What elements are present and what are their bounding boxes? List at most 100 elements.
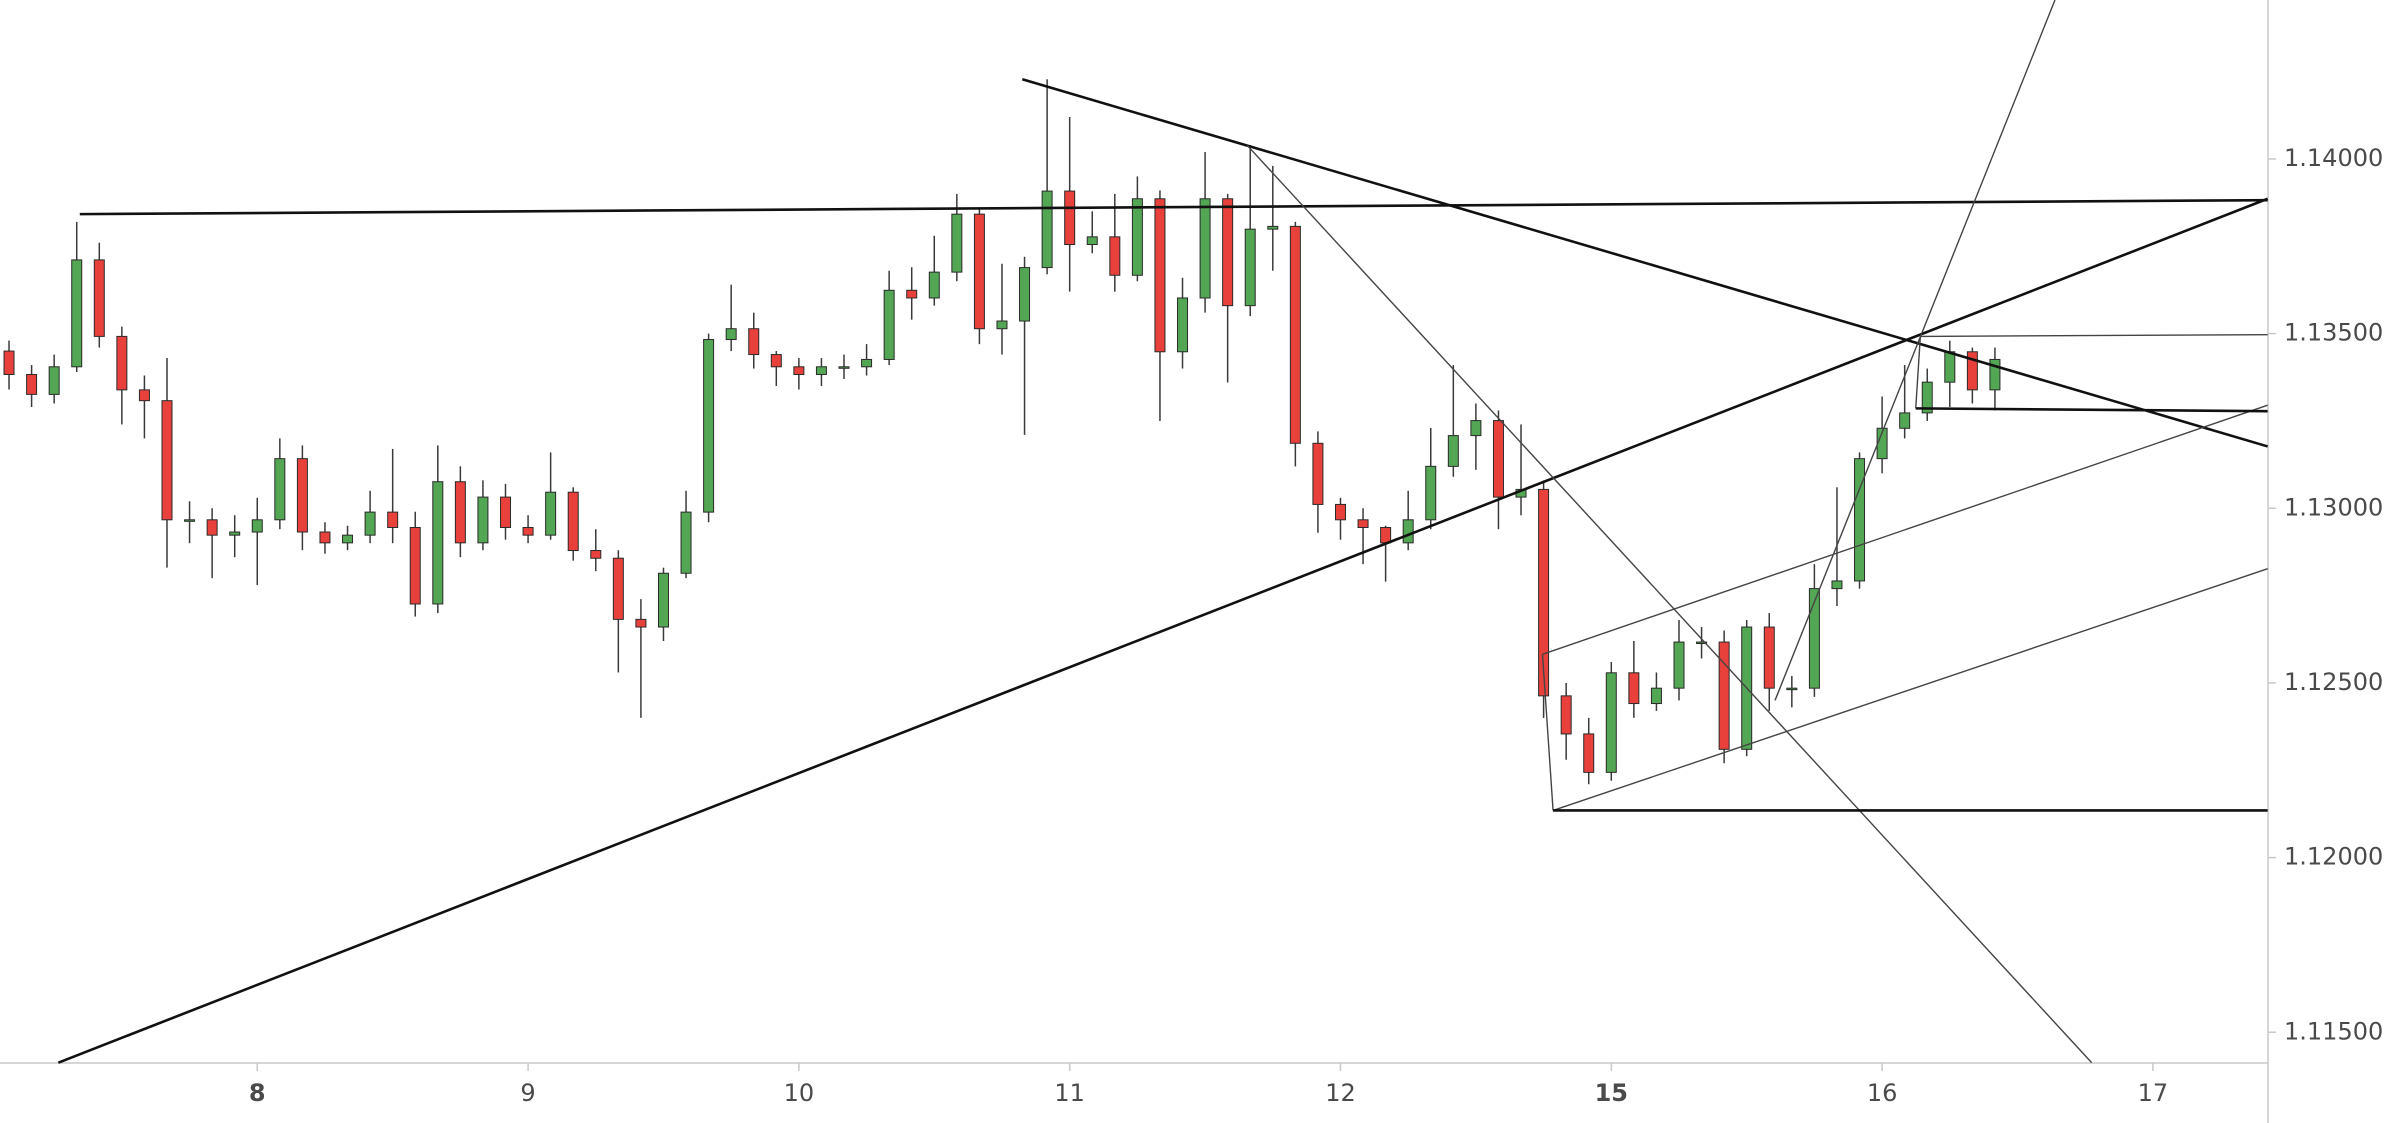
- trend-line: [79, 198, 2268, 216]
- candle-body: [1041, 190, 1053, 269]
- y-tick-label: 1.13500: [2284, 319, 2383, 347]
- candle-body: [1222, 198, 1234, 307]
- candle-body: [229, 531, 241, 536]
- candle-body: [793, 366, 805, 375]
- candle-body: [1357, 519, 1369, 528]
- candle-body: [161, 400, 173, 521]
- candle-body: [1199, 198, 1211, 299]
- trend-line: [1915, 336, 1922, 409]
- candle-body: [1334, 503, 1346, 521]
- candle-body: [1854, 458, 1866, 582]
- x-tick-label: 16: [1867, 1079, 1898, 1107]
- candle-body: [1289, 225, 1301, 444]
- candle-body: [274, 458, 286, 521]
- candle-body: [951, 213, 963, 273]
- candle-body: [973, 213, 985, 330]
- candle-body: [612, 557, 624, 620]
- candle-body: [1109, 236, 1121, 276]
- candle-body: [770, 354, 782, 368]
- candle-body: [1267, 225, 1279, 230]
- candle-body: [1086, 236, 1098, 246]
- candle-body: [1538, 488, 1550, 697]
- candle-body: [906, 289, 918, 299]
- candle-body: [342, 534, 354, 544]
- candle-body: [1470, 420, 1482, 437]
- candle-body: [1177, 297, 1189, 353]
- candle-body: [93, 259, 105, 337]
- candle-body: [1605, 672, 1617, 773]
- candle-body: [680, 511, 692, 574]
- candle-body: [206, 519, 218, 536]
- x-tick-label: 8: [249, 1079, 266, 1107]
- candle-body: [996, 320, 1008, 330]
- candle-body: [1244, 228, 1256, 307]
- candle-body: [1380, 526, 1392, 544]
- candle-body: [1650, 687, 1662, 705]
- candle-body: [1583, 733, 1595, 773]
- candle-body: [26, 373, 38, 395]
- candle-body: [319, 531, 331, 544]
- trend-line: [57, 197, 2269, 1064]
- candle-body: [138, 389, 150, 402]
- candle-body: [3, 350, 15, 375]
- x-tick-label: 15: [1595, 1079, 1628, 1107]
- candle-body: [1989, 358, 2001, 391]
- candle-body: [296, 458, 308, 533]
- candle-body: [815, 366, 827, 375]
- candle-body: [1628, 672, 1640, 705]
- candle-body: [928, 271, 940, 299]
- candle-body: [1425, 465, 1437, 521]
- candle-body: [409, 526, 421, 605]
- candle-body: [116, 335, 128, 391]
- candle-body: [1154, 198, 1166, 353]
- candle-body: [1831, 580, 1843, 590]
- candle-body: [1402, 519, 1414, 544]
- candle-body: [1492, 420, 1504, 498]
- candle-body: [1696, 641, 1708, 645]
- candle-body: [590, 550, 602, 559]
- trend-line: [1552, 568, 2268, 812]
- candle-body: [387, 511, 399, 528]
- candle-body: [545, 491, 557, 536]
- candle-body: [1944, 351, 1956, 383]
- trend-line: [1915, 407, 2268, 413]
- candle-body: [883, 289, 895, 360]
- trend-line: [1542, 404, 2268, 655]
- candle-body: [657, 572, 669, 628]
- trend-line: [1774, 0, 2056, 701]
- trend-line: [1246, 144, 2093, 1064]
- candle-body: [635, 618, 647, 628]
- x-tick-label: 17: [2138, 1079, 2169, 1107]
- trend-line: [1021, 78, 2269, 448]
- x-tick-label: 9: [520, 1079, 535, 1107]
- x-tick-label: 11: [1054, 1079, 1085, 1107]
- trend-line: [1541, 654, 1554, 811]
- candle-body: [522, 526, 534, 536]
- x-tick-label: 10: [784, 1079, 815, 1107]
- y-tick-label: 1.11500: [2284, 1017, 2383, 1045]
- candle-body: [703, 339, 715, 513]
- candle-body: [838, 366, 850, 369]
- y-tick-label: 1.12500: [2284, 668, 2383, 696]
- y-tick-label: 1.12000: [2284, 843, 2383, 871]
- trend-line: [1920, 333, 2268, 338]
- candle-body: [1560, 695, 1572, 735]
- y-tick-label: 1.13000: [2284, 493, 2383, 521]
- candle-body: [184, 519, 196, 522]
- candle-body: [1064, 190, 1076, 246]
- candle-body: [500, 496, 512, 528]
- candle-body: [251, 519, 263, 533]
- candle-body: [1131, 198, 1143, 276]
- y-tick-label: 1.14000: [2284, 144, 2383, 172]
- candle-body: [1786, 687, 1798, 691]
- candle-body: [1899, 412, 1911, 429]
- candle-body: [1718, 641, 1730, 750]
- candle-body: [725, 328, 737, 341]
- candle-body: [48, 366, 60, 395]
- candle-body: [1763, 626, 1775, 689]
- candle-body: [1808, 588, 1820, 689]
- candle-body: [567, 491, 579, 552]
- candle-body: [1966, 351, 1978, 391]
- candle-body: [432, 481, 444, 605]
